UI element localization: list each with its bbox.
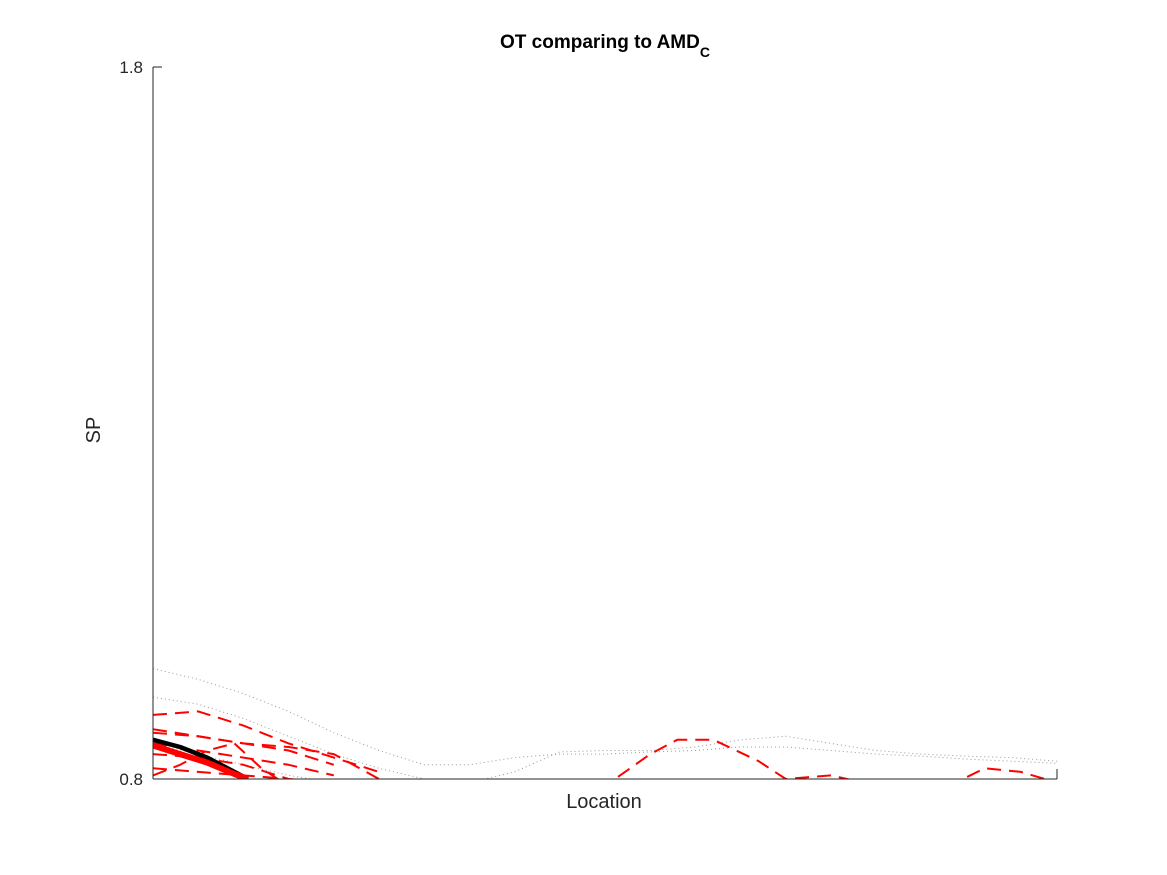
series-line-subject-5	[153, 731, 335, 766]
series-line-mean-subject-12	[153, 742, 249, 779]
chart-title-subscript: C	[700, 44, 710, 60]
series-line-subject-4	[153, 728, 380, 779]
y-tick-label-bottom: 0.8	[119, 770, 143, 789]
series-layer	[153, 668, 1057, 779]
series-line-subject-7	[153, 753, 289, 779]
series-line-subject-9	[153, 767, 302, 779]
y-tick-label-top: 1.8	[119, 58, 143, 77]
chart-title: OT comparing to AMDC	[500, 32, 710, 60]
series-line-subject-8	[153, 742, 280, 779]
series-line-subject-3	[153, 710, 380, 773]
x-axis-label: Location	[566, 791, 642, 813]
chart-title-main: OT comparing to AMD	[500, 32, 700, 53]
y-axis-label: SP	[83, 417, 105, 444]
series-line-control-1	[153, 696, 1057, 779]
